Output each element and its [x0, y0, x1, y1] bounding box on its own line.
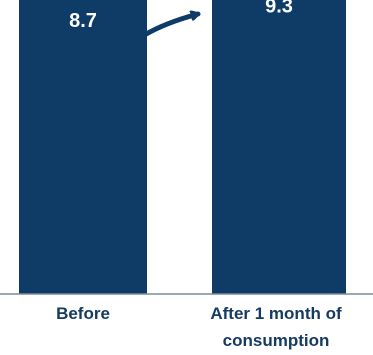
category-label-after-line-2: consumption [223, 331, 330, 350]
category-label-after-line-1: After 1 month of [210, 304, 342, 323]
category-label-before: Before [56, 304, 110, 323]
category-labels-layer: Before After 1 month of consumption [56, 304, 342, 350]
bars-layer [19, 0, 346, 295]
increase-arrow-icon [105, 14, 201, 69]
bar-after-1-month [212, 0, 346, 294]
bar-value-label-after: 9.3 [265, 0, 293, 17]
bar-value-label-before: 8.7 [69, 10, 97, 32]
value-labels-layer: 8.7 9.3 [69, 0, 293, 32]
